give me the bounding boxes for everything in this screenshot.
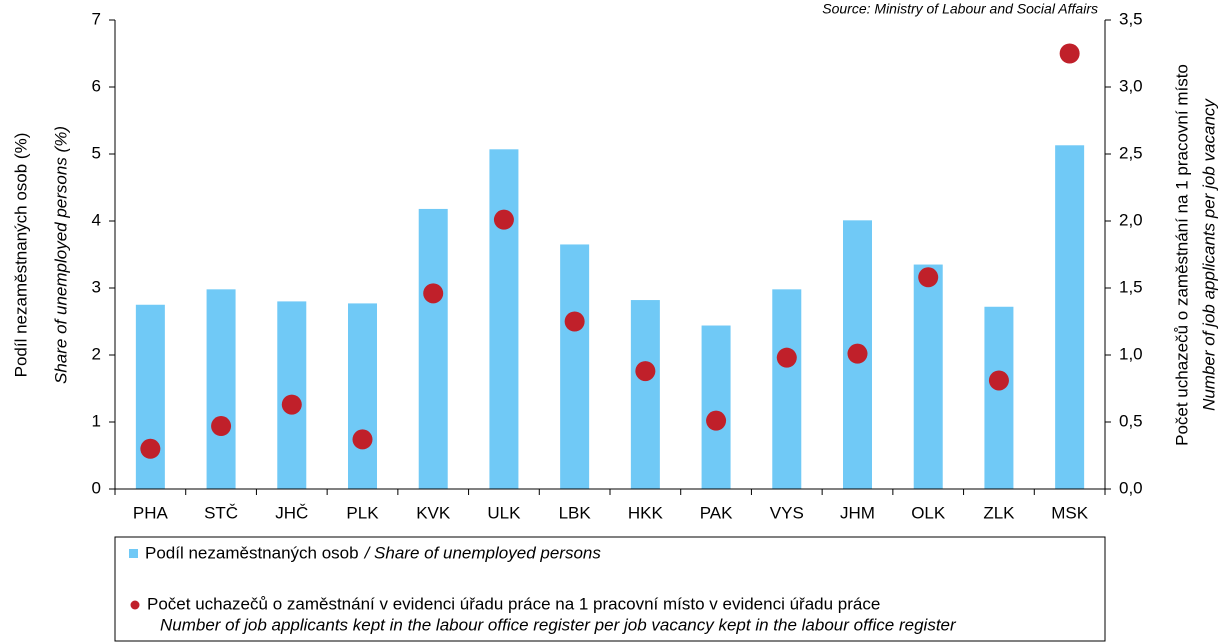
dot xyxy=(352,429,373,450)
y2-tick-label: 2,0 xyxy=(1119,210,1143,229)
x-tick-label: PAK xyxy=(700,503,733,522)
dot xyxy=(918,267,939,288)
x-tick-label: STČ xyxy=(204,503,238,522)
bar xyxy=(772,289,802,489)
y-tick-label: 1 xyxy=(92,411,101,430)
bar xyxy=(418,208,448,489)
y-axis-title: Podíl nezaměstnaných osob (%) xyxy=(11,133,30,378)
bar xyxy=(984,306,1014,489)
y-tick-label: 4 xyxy=(92,210,101,229)
y2-tick-label: 1,5 xyxy=(1119,277,1143,296)
y-axis-title-en: Share of unemployed persons (%) xyxy=(51,126,70,384)
x-tick-label: ZLK xyxy=(983,503,1015,522)
x-tick-label: JHČ xyxy=(275,503,308,522)
x-tick-label: OLK xyxy=(911,503,946,522)
legend-label: Podíl nezaměstnaných osob xyxy=(145,543,359,562)
x-tick-label: PHA xyxy=(133,503,169,522)
bar xyxy=(630,300,660,489)
x-tick-label: VYS xyxy=(770,503,804,522)
bar xyxy=(701,325,731,489)
x-tick-label: KVK xyxy=(416,503,451,522)
y-tick-label: 2 xyxy=(92,344,101,363)
legend-label-en: / Share of unemployed persons xyxy=(364,543,602,562)
x-tick-label: LBK xyxy=(559,503,592,522)
y2-tick-label: 1,0 xyxy=(1119,344,1143,363)
dot xyxy=(140,438,161,459)
y-tick-label: 6 xyxy=(92,76,101,95)
x-tick-label: PLK xyxy=(346,503,379,522)
y2-tick-label: 3,5 xyxy=(1119,9,1143,28)
dot xyxy=(988,370,1009,391)
y2-tick-label: 0,0 xyxy=(1119,478,1143,497)
dot xyxy=(211,416,232,437)
y2-axis-title: Počet uchazečů o zaměstnání na 1 pracovn… xyxy=(1172,64,1191,446)
y2-axis-title-en: Number of job applicants per job vacancy xyxy=(1199,98,1218,411)
legend-label-en: Number of job applicants kept in the lab… xyxy=(160,615,957,634)
dot xyxy=(635,361,656,382)
x-tick-label: ULK xyxy=(487,503,521,522)
bar xyxy=(135,304,165,489)
bar xyxy=(206,289,236,489)
legend-swatch xyxy=(130,600,140,610)
legend-box xyxy=(114,536,1106,642)
bar xyxy=(560,244,590,489)
y-tick-label: 7 xyxy=(92,9,101,28)
y-tick-label: 5 xyxy=(92,143,101,162)
x-tick-label: HKK xyxy=(628,503,664,522)
legend-swatch xyxy=(129,549,138,558)
x-tick-label: MSK xyxy=(1051,503,1089,522)
y-tick-label: 0 xyxy=(92,478,101,497)
source: Source: Ministry of Labour and Social Af… xyxy=(822,1,1098,17)
x-tick-label: JHM xyxy=(840,503,875,522)
dot xyxy=(1059,43,1080,64)
y2-tick-label: 0,5 xyxy=(1119,411,1143,430)
dot xyxy=(281,394,302,415)
dot xyxy=(706,410,727,431)
dot xyxy=(564,311,585,332)
bar xyxy=(1055,145,1085,490)
y-tick-label: 3 xyxy=(92,277,101,296)
legend-label: Počet uchazečů o zaměstnání v evidenci ú… xyxy=(147,594,880,613)
bar xyxy=(348,303,377,489)
y2-tick-label: 3,0 xyxy=(1119,76,1143,95)
dot xyxy=(423,283,444,304)
bar xyxy=(913,264,943,489)
bar xyxy=(489,149,519,489)
y2-tick-label: 2,5 xyxy=(1119,143,1143,162)
dot xyxy=(847,343,868,364)
dot xyxy=(493,209,514,230)
dot xyxy=(776,347,797,368)
